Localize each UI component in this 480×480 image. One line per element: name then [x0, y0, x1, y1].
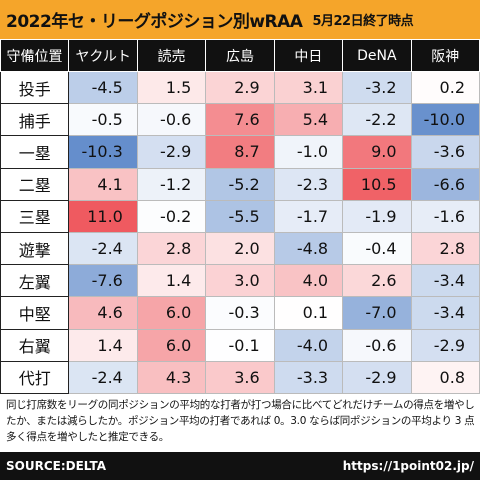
heatmap-cell: -2.3: [273, 167, 344, 201]
heatmap-cell: -6.6: [410, 167, 480, 201]
row-label: 代打: [0, 360, 70, 394]
heatmap-cell: -7.6: [68, 264, 138, 298]
heatmap-cell: -3.3: [273, 360, 344, 394]
table-row: 中堅 4.6 6.0 -0.3 0.1 -7.0 -3.4: [0, 296, 480, 330]
heatmap-cell: -0.6: [136, 103, 207, 137]
heatmap-cell: 3.1: [273, 70, 344, 105]
heatmap-cell: -1.6: [410, 199, 480, 233]
heatmap-cell: -3.4: [410, 296, 480, 330]
table-row: 一塁 -10.3 -2.9 8.7 -1.0 9.0 -3.6: [0, 135, 480, 169]
source-url: https://1point02.jp/: [342, 459, 474, 473]
corner-label: 守備位置: [0, 39, 70, 72]
heatmap-cell: 1.5: [136, 70, 207, 105]
heatmap-cell: -5.2: [205, 167, 275, 201]
heatmap-cell: -0.2: [136, 199, 207, 233]
heatmap-cell: -2.9: [342, 360, 412, 394]
heatmap-cell: -3.4: [410, 264, 480, 298]
table-row: 右翼 1.4 6.0 -0.1 -4.0 -0.6 -2.9: [0, 328, 480, 362]
heatmap-cell: 7.6: [205, 103, 275, 137]
row-label: 捕手: [0, 103, 70, 137]
heatmap-cell: -0.6: [342, 328, 412, 362]
heatmap-cell: -7.0: [342, 296, 412, 330]
table-row: 投手 -4.5 1.5 2.9 3.1 -3.2 0.2: [0, 70, 480, 105]
heatmap-cell: 10.5: [342, 167, 412, 201]
title-bar: 2022年セ・リーグポジション別wRAA 5月22日終了時点: [0, 0, 480, 39]
heatmap-cell: -0.5: [68, 103, 138, 137]
column-header: 読売: [136, 39, 207, 72]
heatmap-cell: -1.9: [342, 199, 412, 233]
heatmap-cell: -3.2: [342, 70, 412, 105]
heatmap-cell: 0.8: [410, 360, 480, 394]
heatmap-cell: 3.0: [205, 264, 275, 298]
heatmap-body: 投手 -4.5 1.5 2.9 3.1 -3.2 0.2 捕手 -0.5 -0.6 7.6 5.4 -2…: [0, 70, 480, 394]
row-label: 投手: [0, 70, 70, 105]
column-header: 阪神: [410, 39, 480, 72]
table-row: 代打 -2.4 4.3 3.6 -3.3 -2.9 0.8: [0, 360, 480, 394]
heatmap-cell: 0.1: [273, 296, 344, 330]
row-label: 中堅: [0, 296, 70, 330]
heatmap-cell: -0.1: [205, 328, 275, 362]
heatmap-cell: 4.0: [273, 264, 344, 298]
row-label: 三塁: [0, 199, 70, 233]
heatmap-cell: 2.9: [205, 70, 275, 105]
heatmap-cell: -0.4: [342, 231, 412, 266]
heatmap-cell: 2.6: [342, 264, 412, 298]
heatmap-cell: -5.5: [205, 199, 275, 233]
heatmap-cell: -2.9: [136, 135, 207, 169]
heatmap-cell: 6.0: [136, 296, 207, 330]
heatmap-cell: -3.6: [410, 135, 480, 169]
table-row: 三塁 11.0 -0.2 -5.5 -1.7 -1.9 -1.6: [0, 199, 480, 233]
heatmap-cell: -4.5: [68, 70, 138, 105]
heatmap-cell: -2.4: [68, 360, 138, 394]
heatmap-cell: 2.0: [205, 231, 275, 266]
heatmap-cell: -4.8: [273, 231, 344, 266]
heatmap-cell: 2.8: [410, 231, 480, 266]
heatmap-cell: 6.0: [136, 328, 207, 362]
explanation-note: 同じ打席数をリーグの同ポジションの平均的な打者が打つ場合に比べてどれだけチームの…: [6, 399, 475, 443]
heatmap-cell: 4.6: [68, 296, 138, 330]
heatmap-cell: 8.7: [205, 135, 275, 169]
row-label: 一塁: [0, 135, 70, 169]
heatmap-cell: 4.3: [136, 360, 207, 394]
header-row: 守備位置 ヤクルト 読売 広島 中日 DeNA 阪神: [0, 39, 480, 72]
heatmap-cell: 0.2: [410, 70, 480, 105]
heatmap-cell: 2.8: [136, 231, 207, 266]
column-header: ヤクルト: [68, 39, 138, 72]
column-header: DeNA: [342, 39, 412, 72]
table-row: 遊撃 -2.4 2.8 2.0 -4.8 -0.4 2.8: [0, 231, 480, 266]
table-row: 左翼 -7.6 1.4 3.0 4.0 2.6 -3.4: [0, 264, 480, 298]
heatmap-cell: -2.2: [342, 103, 412, 137]
source-label: SOURCE:DELTA: [6, 459, 106, 473]
row-label: 左翼: [0, 264, 70, 298]
row-label: 二塁: [0, 167, 70, 201]
wraa-heatmap-table: 守備位置 ヤクルト 読売 広島 中日 DeNA 阪神 投手 -4.5 1.5 2.9 3.1 -3.…: [0, 39, 480, 394]
heatmap-cell: 4.1: [68, 167, 138, 201]
heatmap-cell: -1.0: [273, 135, 344, 169]
heatmap-cell: -2.9: [410, 328, 480, 362]
heatmap-cell: -10.0: [410, 103, 480, 137]
table-row: 捕手 -0.5 -0.6 7.6 5.4 -2.2 -10.0: [0, 103, 480, 137]
table-row: 二塁 4.1 -1.2 -5.2 -2.3 10.5 -6.6: [0, 167, 480, 201]
footer-bar: SOURCE:DELTA https://1point02.jp/: [0, 452, 480, 480]
heatmap-cell: -4.0: [273, 328, 344, 362]
heatmap-cell: 1.4: [136, 264, 207, 298]
heatmap-cell: 5.4: [273, 103, 344, 137]
heatmap-cell: 1.4: [68, 328, 138, 362]
column-header: 広島: [205, 39, 275, 72]
row-label: 右翼: [0, 328, 70, 362]
heatmap-cell: 9.0: [342, 135, 412, 169]
heatmap-cell: -10.3: [68, 135, 138, 169]
chart-title: 2022年セ・リーグポジション別wRAA: [6, 12, 303, 32]
heatmap-cell: -2.4: [68, 231, 138, 266]
heatmap-cell: 11.0: [68, 199, 138, 233]
heatmap-cell: 3.6: [205, 360, 275, 394]
chart-subtitle: 5月22日終了時点: [312, 14, 414, 29]
heatmap-cell: -0.3: [205, 296, 275, 330]
heatmap-cell: -1.2: [136, 167, 207, 201]
column-header: 中日: [273, 39, 344, 72]
row-label: 遊撃: [0, 231, 70, 266]
heatmap-cell: -1.7: [273, 199, 344, 233]
